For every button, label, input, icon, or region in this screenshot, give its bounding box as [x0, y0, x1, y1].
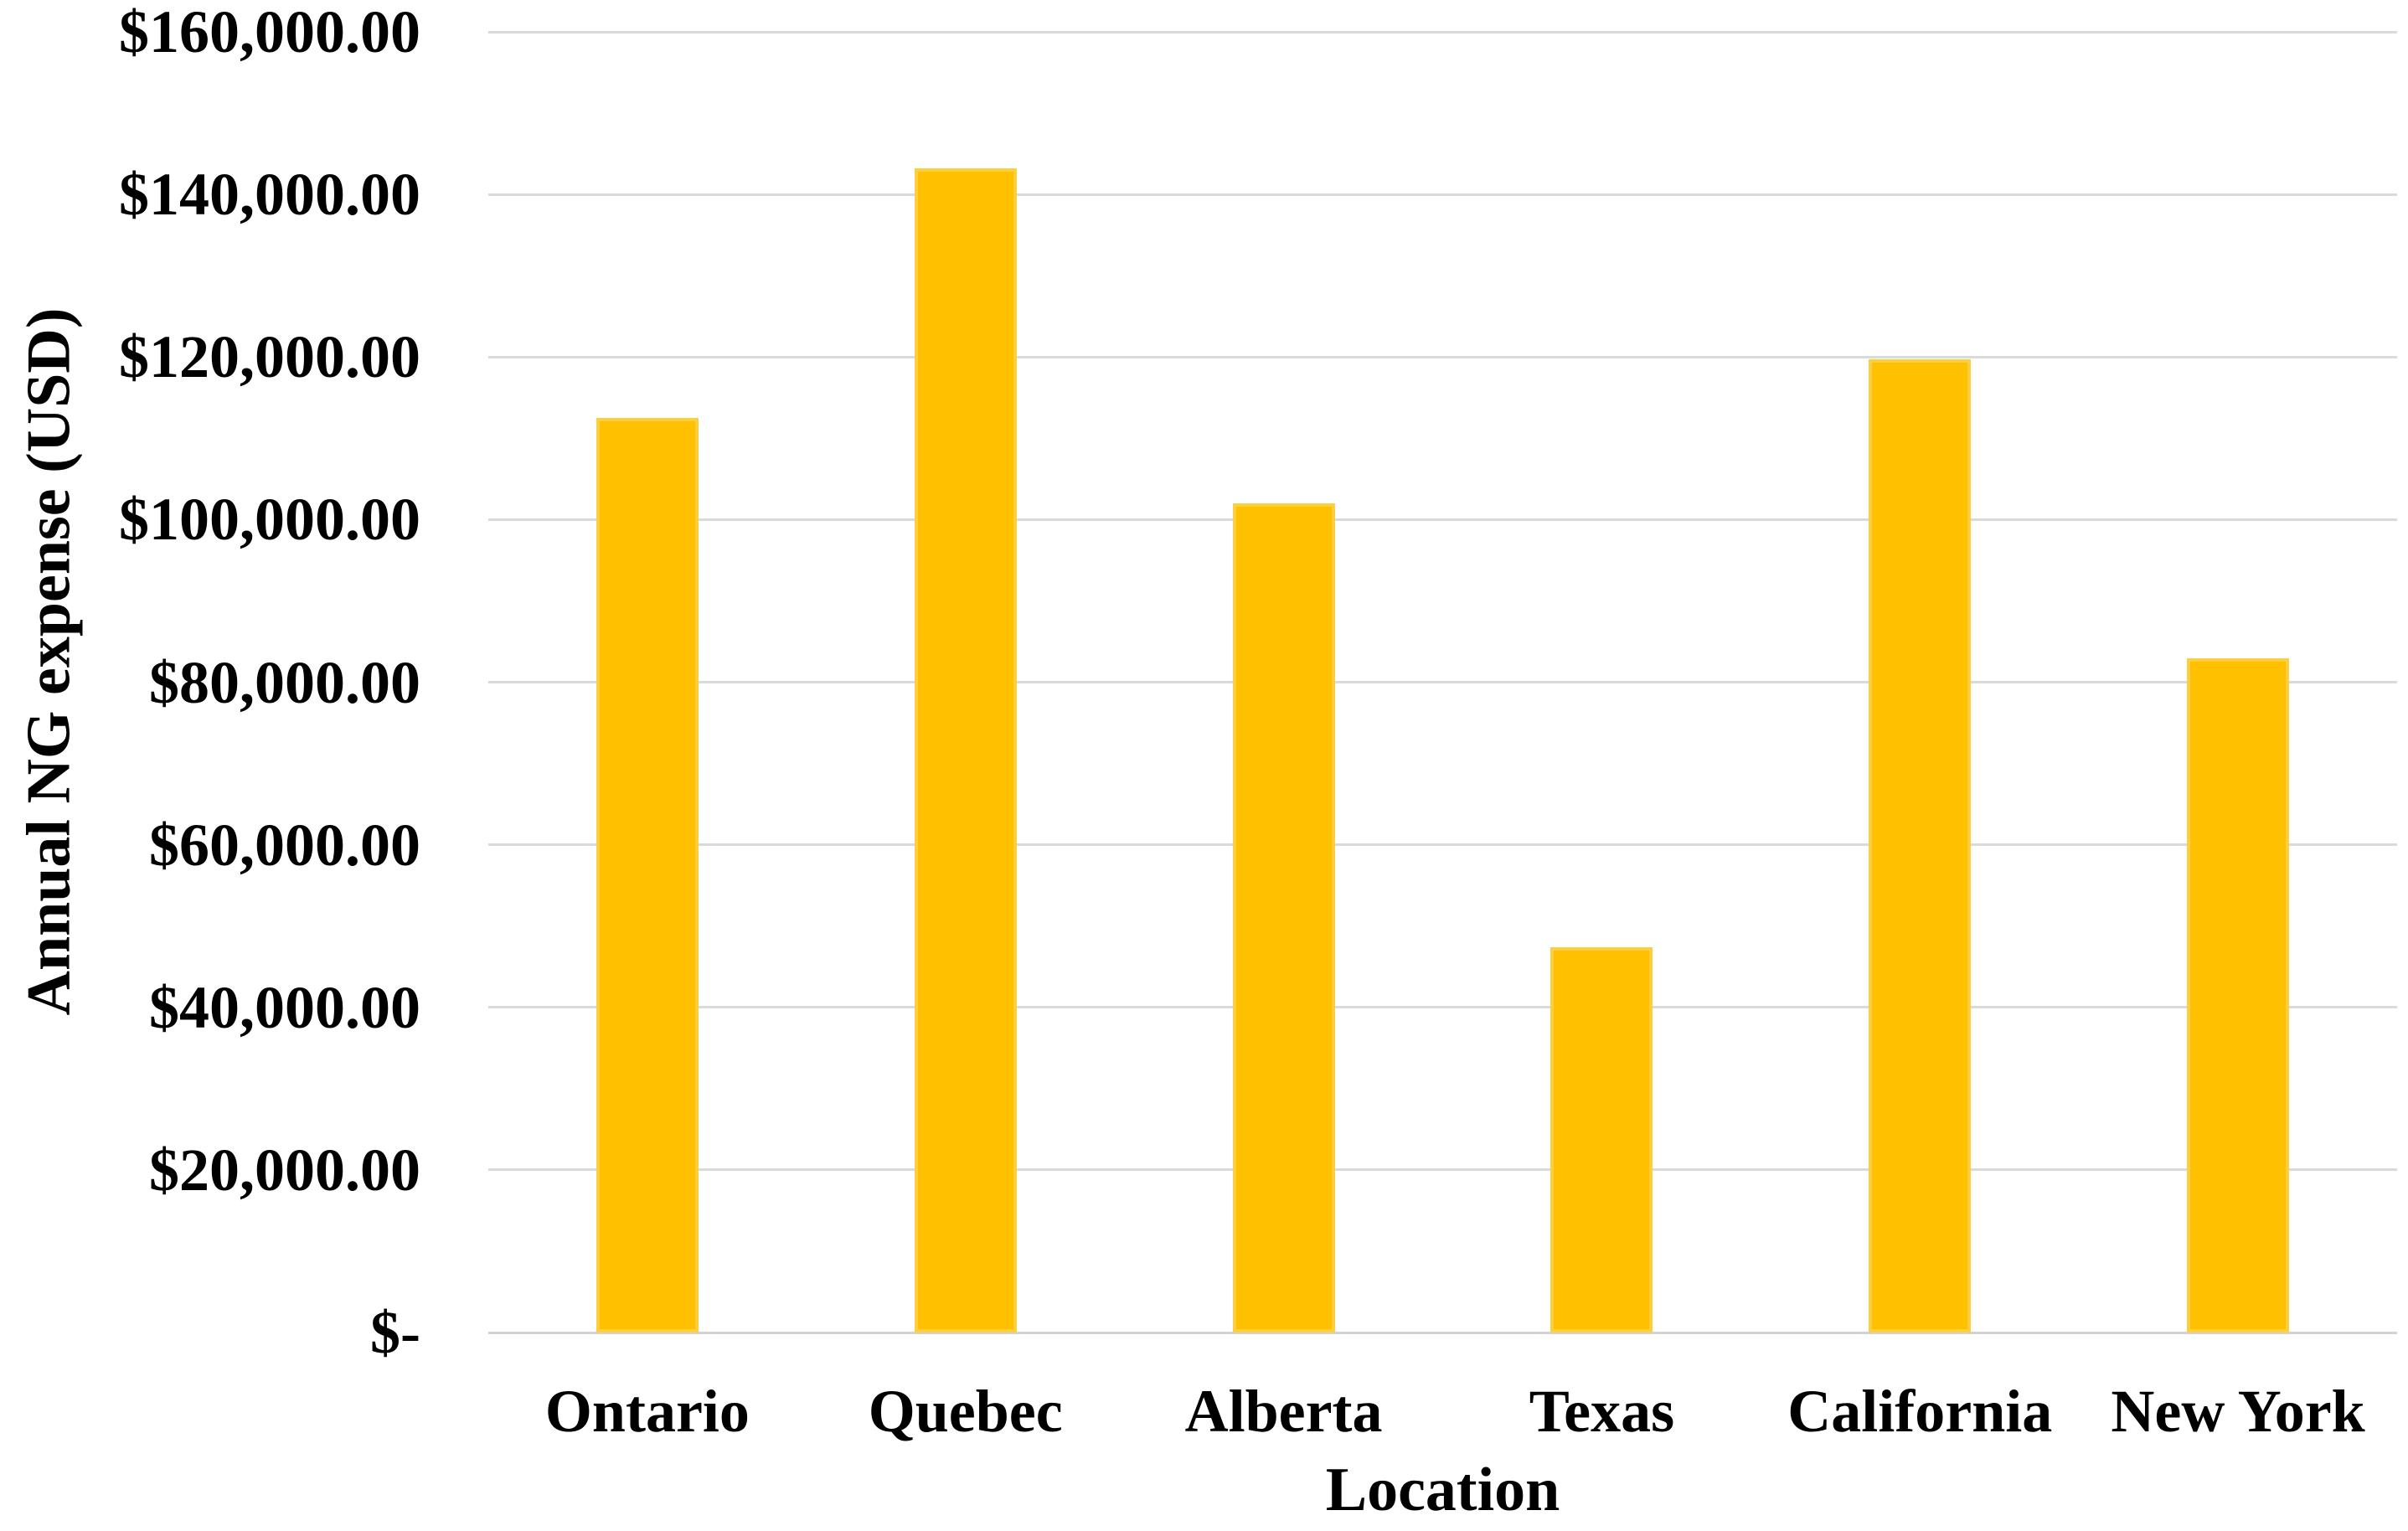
- x-category-label: Ontario: [544, 1378, 750, 1445]
- gridline: [488, 843, 2397, 847]
- bar-california: [1869, 358, 1972, 1333]
- y-tick-label: $160,000.00: [119, 0, 420, 65]
- x-category-label: New York: [2111, 1378, 2365, 1445]
- y-tick-label: $100,000.00: [119, 486, 420, 554]
- y-tick-label: $-: [370, 1299, 420, 1366]
- x-category-label: Texas: [1529, 1378, 1675, 1445]
- bar-ontario: [596, 418, 699, 1333]
- x-category-label: California: [1787, 1378, 2053, 1445]
- y-tick-label: $40,000.00: [149, 973, 420, 1041]
- y-tick-label: $20,000.00: [149, 1136, 420, 1204]
- gridline: [488, 355, 2397, 358]
- bar-texas: [1550, 946, 1653, 1333]
- x-category-label: Quebec: [868, 1378, 1063, 1445]
- gridline: [488, 193, 2397, 196]
- y-tick-label: $140,000.00: [119, 161, 420, 229]
- gridline: [488, 1168, 2397, 1172]
- bar-new-york: [2187, 658, 2290, 1333]
- y-tick-label: $80,000.00: [149, 648, 420, 716]
- gridline: [488, 518, 2397, 521]
- y-tick-label: $60,000.00: [149, 811, 420, 879]
- x-category-label: Alberta: [1184, 1378, 1383, 1445]
- x-axis-title: Location: [1325, 1456, 1560, 1524]
- gridline: [488, 30, 2397, 34]
- x-axis-baseline: [488, 1331, 2397, 1334]
- y-tick-label: $120,000.00: [119, 323, 420, 391]
- bar-quebec: [914, 168, 1017, 1333]
- gridline: [488, 1006, 2397, 1009]
- gridline: [488, 681, 2397, 683]
- bar-alberta: [1232, 503, 1335, 1333]
